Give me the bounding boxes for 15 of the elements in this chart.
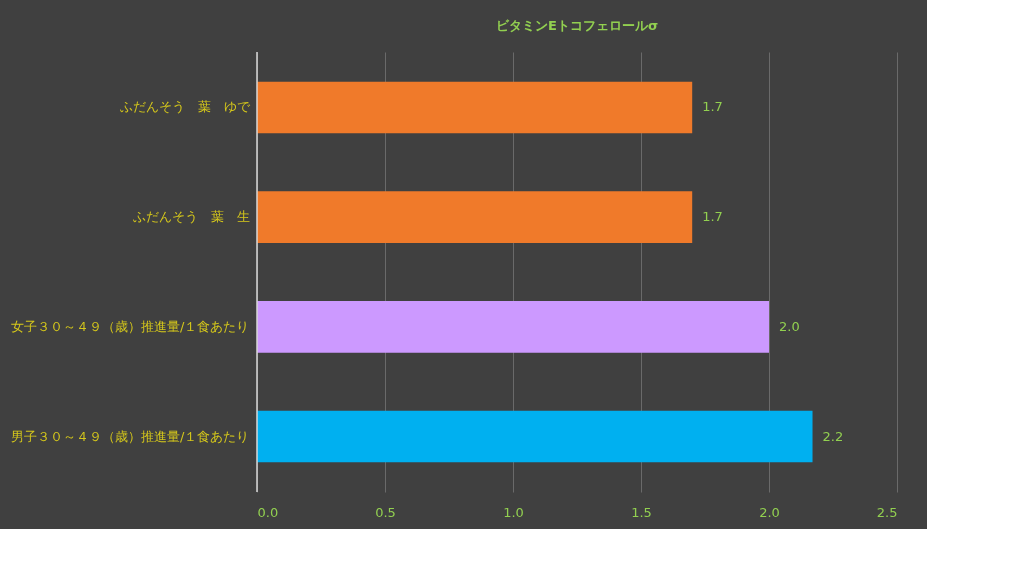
- data-label: 2.0: [779, 318, 800, 334]
- data-label: 2.2: [822, 428, 844, 444]
- y-tick-label: ふだんそう 葉 生: [131, 209, 250, 225]
- y-tick-label: 男子３０～４９（歳）推進量/１食あたり: [11, 428, 250, 444]
- y-tick-label: 女子３０～４９（歳）推進量/１食あたり: [11, 318, 250, 334]
- x-tick-label: 2.0: [759, 504, 780, 520]
- x-tick-label: 2.5: [876, 504, 898, 520]
- x-tick-label: 0.5: [375, 504, 396, 520]
- data-label: 1.7: [702, 99, 723, 115]
- chart-title: ビタミンEトコフェロールσ: [495, 18, 659, 34]
- x-tick-label: 0.0: [257, 504, 279, 520]
- x-tick-label: 1.5: [631, 504, 652, 520]
- data-label: 1.7: [702, 209, 723, 225]
- y-tick-label: ふだんそう 葉 ゆで: [118, 99, 251, 115]
- x-tick-label: 1.0: [503, 504, 524, 520]
